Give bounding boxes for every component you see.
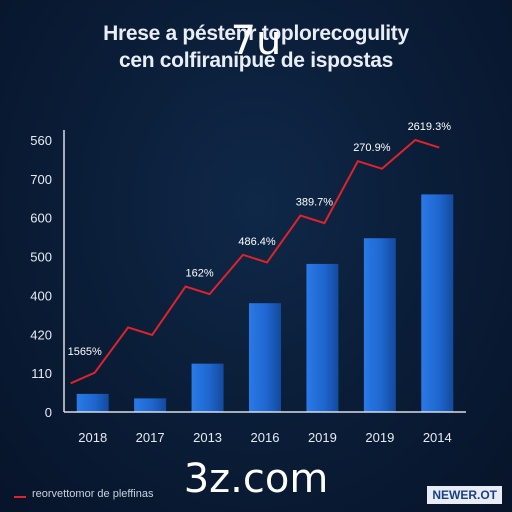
overlay-watermark-top: 7u <box>230 18 282 64</box>
bar <box>249 303 281 412</box>
x-tick-label: 2016 <box>251 430 280 445</box>
line-series <box>70 138 440 385</box>
x-tick-label: 2018 <box>78 430 107 445</box>
bar-series <box>76 194 454 412</box>
brand-logo: NEWER.OT <box>427 486 502 504</box>
data-label: 1565% <box>68 346 102 358</box>
x-tick-label: 2019 <box>308 430 337 445</box>
x-tick-label: 2017 <box>136 430 165 445</box>
bar <box>421 194 454 412</box>
bar <box>306 263 339 412</box>
trend-line <box>70 138 440 385</box>
y-tick-label: 600 <box>30 211 52 226</box>
data-label: 270.9% <box>353 142 391 154</box>
axes <box>63 130 466 413</box>
bar-line-chart: 0 110 420 400 500 600 700 560 1565% 162% 486.4% 38… <box>30 121 466 445</box>
data-labels: 1565% 162% 486.4% 389.7% 270.9% 2619.3% <box>68 121 452 358</box>
y-tick-label: 700 <box>30 172 52 187</box>
data-label: 486.4% <box>238 236 276 248</box>
bar <box>363 238 396 412</box>
y-tick-label: 110 <box>31 366 52 381</box>
legend-label: reorvettomor de pleffinas <box>32 488 154 500</box>
data-label: 389.7% <box>296 197 334 209</box>
chart-title: Hrese a péstenr toplorecogulity <box>103 22 409 45</box>
legend-line-swatch <box>14 496 26 498</box>
y-tick-label: 400 <box>30 288 52 303</box>
bar <box>191 363 224 412</box>
y-tick-label: 560 <box>30 133 52 148</box>
bar <box>76 393 109 412</box>
x-tick-label: 2013 <box>193 430 222 445</box>
x-tick-label: 2019 <box>365 430 394 445</box>
y-tick-label: 420 <box>30 327 52 342</box>
bar <box>134 398 167 412</box>
y-axis-ticks: 0 110 420 400 500 600 700 560 <box>30 133 52 420</box>
y-tick-label: 500 <box>30 250 52 265</box>
data-label: 162% <box>186 268 214 280</box>
legend: reorvettomor de pleffinas <box>8 488 388 502</box>
y-tick-label: 0 <box>45 405 52 420</box>
x-tick-label: 2014 <box>423 430 452 445</box>
x-axis-ticks: 2018 2017 2013 2016 2019 2019 2014 <box>78 430 451 445</box>
data-label: 2619.3% <box>408 121 452 133</box>
chart-subtitle: cen colfiranipue de ispostas <box>118 49 393 72</box>
overlay-watermark-domain: 3z.com <box>183 456 329 502</box>
